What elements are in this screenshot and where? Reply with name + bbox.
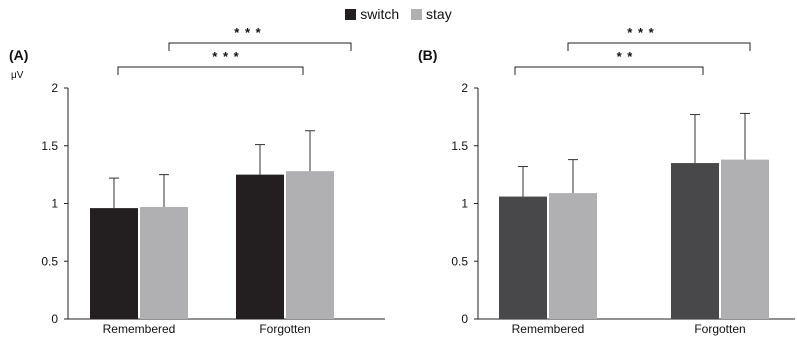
bar-switch-forgotten (671, 163, 719, 319)
chart-panel-b: 0 0.5 1 1.5 2 Remembered Forgotten * * * * * (451, 25, 795, 336)
y-tick-label: 1.5 (451, 139, 468, 153)
legend-item-switch: switch (345, 6, 399, 22)
bar-stay-remembered (140, 206, 188, 319)
y-unit-label-a: μV (11, 70, 24, 81)
x-tick-label-remembered: Remembered (512, 322, 585, 336)
y-tick-label: 0 (51, 312, 58, 326)
y-tick-label: 1 (461, 197, 468, 211)
significance-label: * * (617, 49, 634, 64)
y-tick-label: 1.5 (41, 139, 58, 153)
legend-swatch-stay (411, 9, 423, 21)
significance-bracket (567, 42, 751, 51)
y-tick-label: 1 (51, 197, 58, 211)
legend-item-stay: stay (411, 6, 452, 22)
y-tick-label: 0.5 (451, 254, 468, 268)
y-tick-label: 0 (461, 312, 468, 326)
chart-panel-a: 0 0.5 1 1.5 2 Remembered Forgotten * * * * * * (41, 25, 385, 336)
y-tick-label: 2 (461, 81, 468, 95)
significance-label: * * * (627, 25, 654, 40)
panel-label-b: (B) (418, 47, 438, 63)
bar-stay-forgotten (286, 171, 334, 319)
legend: switch stay (0, 5, 797, 22)
bar-stay-forgotten (721, 159, 769, 319)
x-tick-label-forgotten: Forgotten (259, 322, 310, 336)
panel-label-a: (A) (9, 47, 29, 63)
significance-bracket (117, 66, 304, 75)
y-tick-label: 2 (51, 81, 58, 95)
bar-stay-remembered (549, 193, 597, 319)
y-tick-label: 0.5 (41, 254, 58, 268)
significance-bracket (168, 42, 352, 51)
x-tick-label-forgotten: Forgotten (694, 322, 745, 336)
legend-label-stay: stay (426, 6, 452, 23)
bar-switch-remembered (90, 208, 138, 319)
legend-swatch-switch (345, 9, 357, 21)
significance-label: * * * (212, 49, 239, 64)
significance-label: * * * (234, 25, 261, 40)
legend-label-switch: switch (360, 6, 400, 23)
x-tick-label-remembered: Remembered (103, 322, 176, 336)
significance-bracket (514, 66, 704, 75)
bar-switch-remembered (499, 196, 547, 319)
bar-switch-forgotten (236, 174, 284, 319)
